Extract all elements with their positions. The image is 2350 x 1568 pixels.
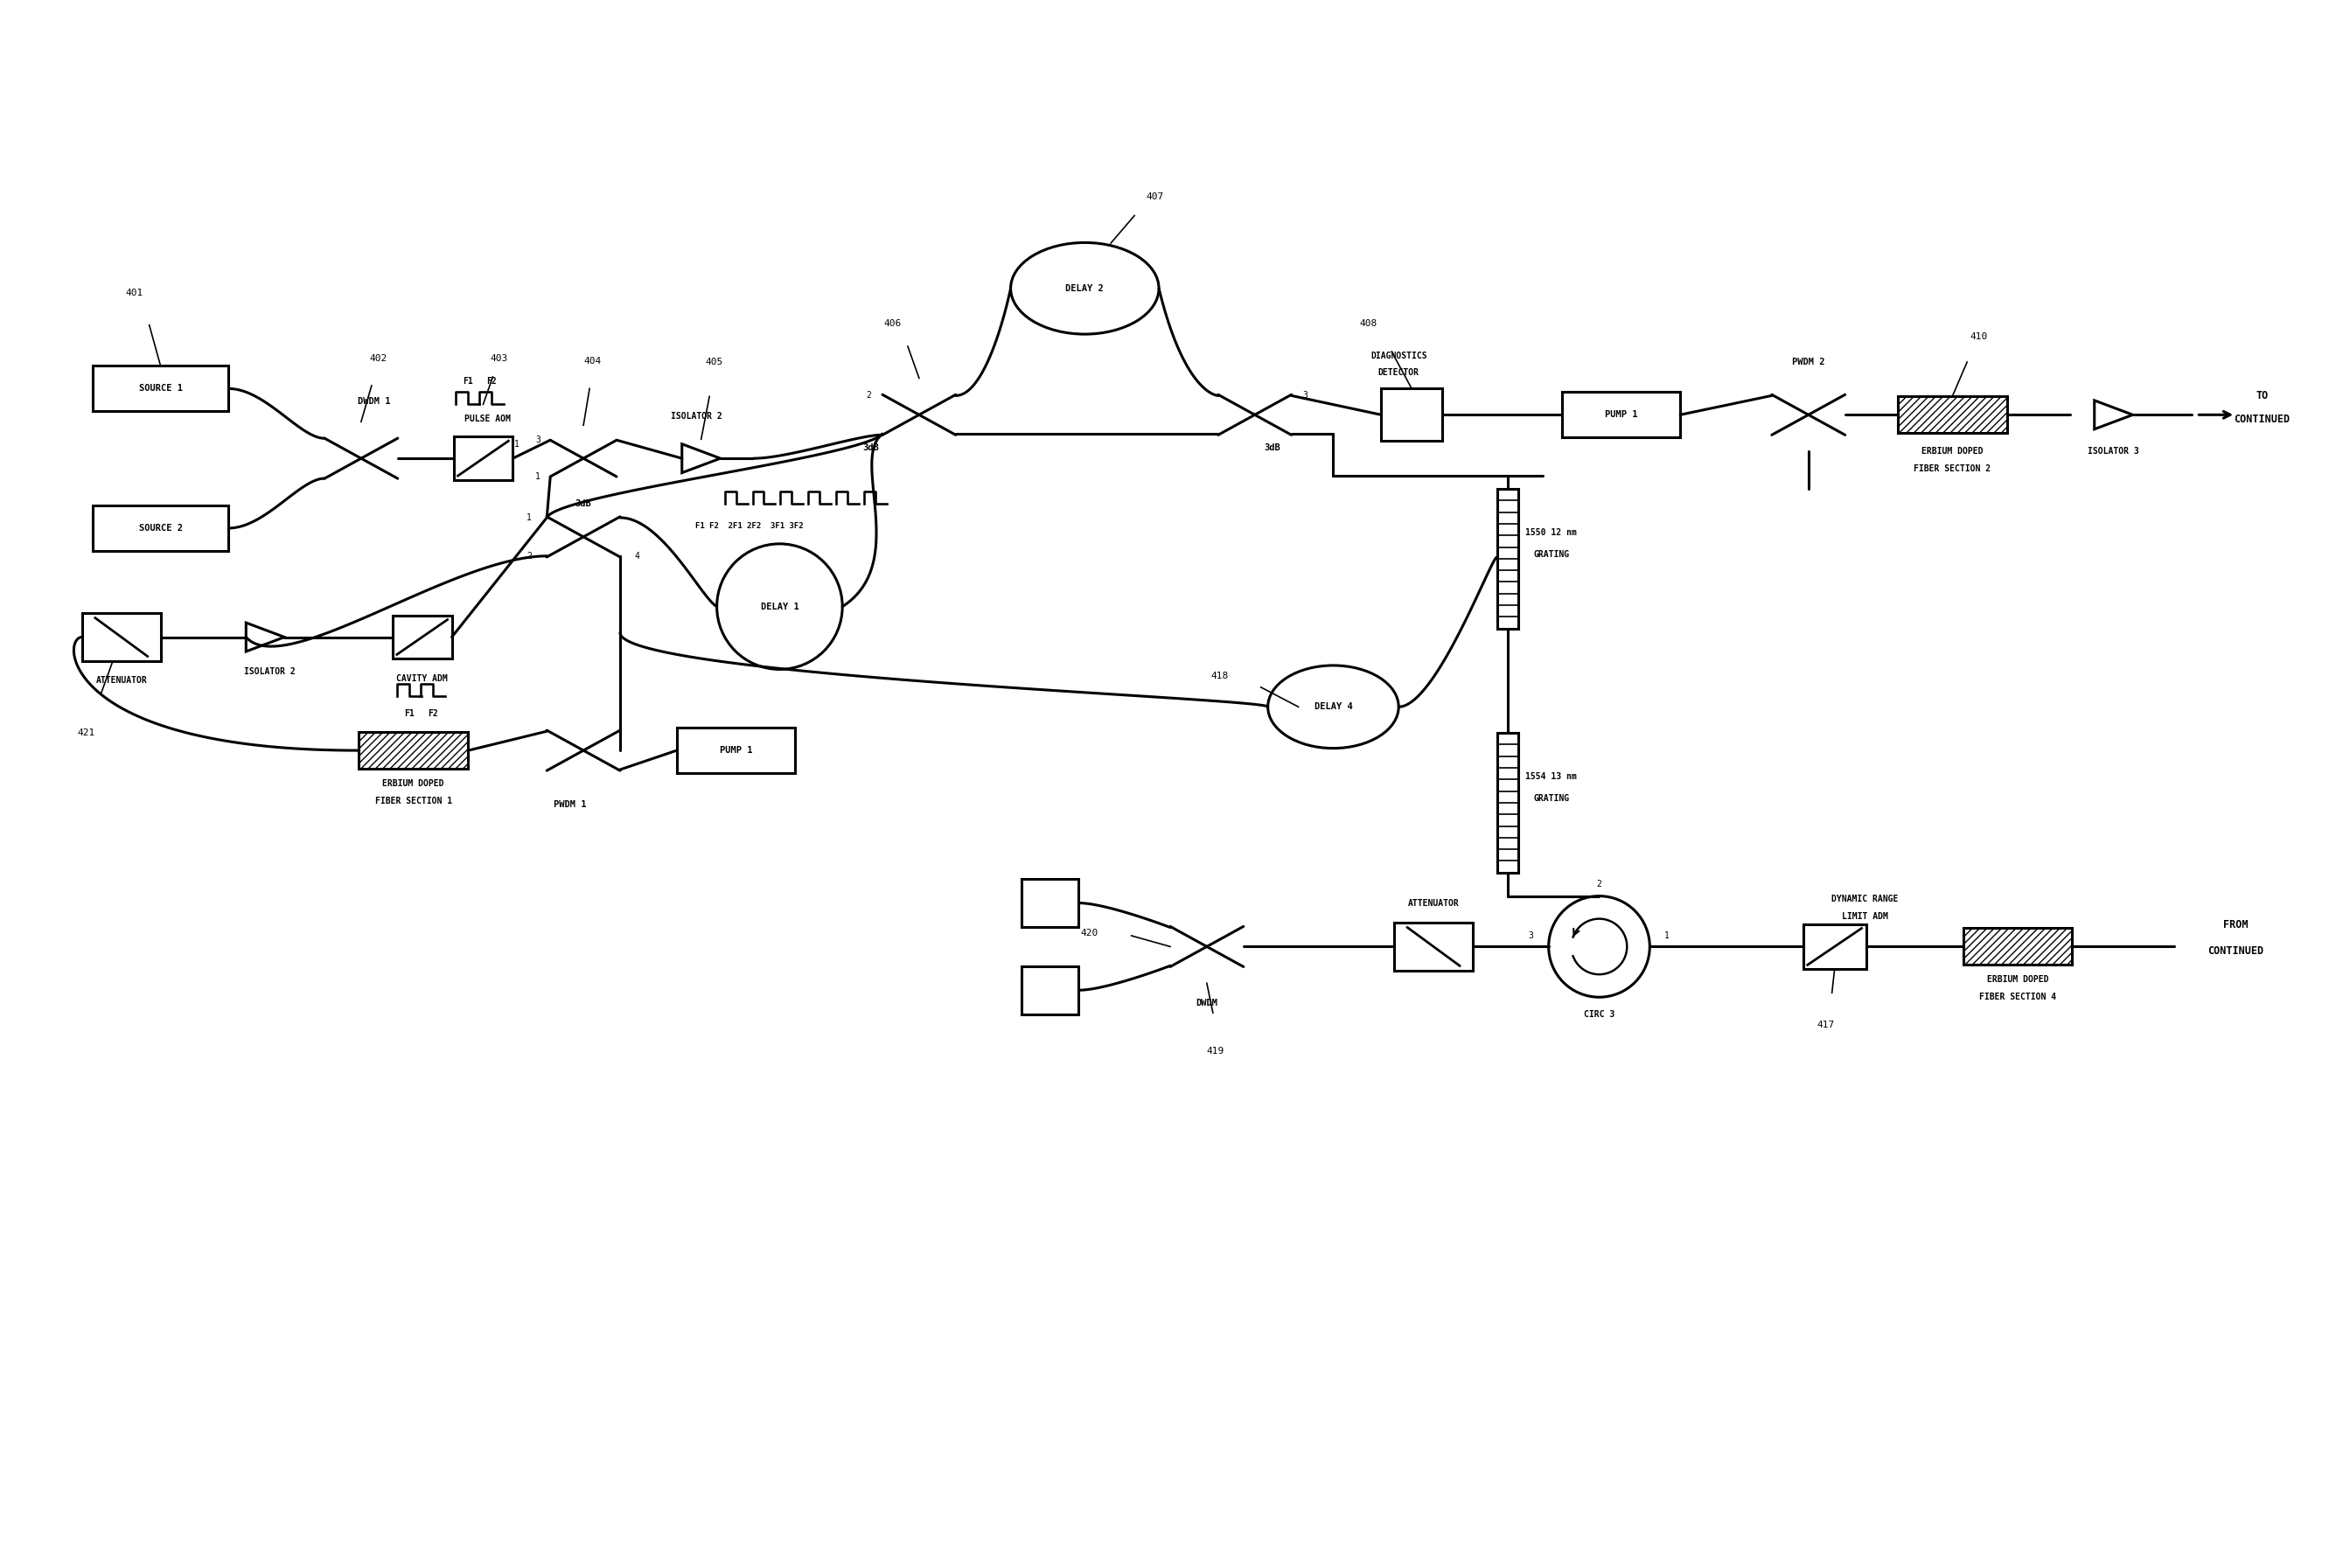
Text: PWDM 2: PWDM 2 <box>1793 358 1826 367</box>
Text: 410: 410 <box>1969 332 1988 340</box>
Text: DELAY 2: DELAY 2 <box>1065 284 1104 293</box>
Bar <box>677 728 794 773</box>
Text: F1 F2  2F1 2F2  3F1 3F2: F1 F2 2F1 2F2 3F1 3F2 <box>696 522 804 530</box>
Text: SOURCE 1: SOURCE 1 <box>139 384 183 394</box>
Text: ATTENUATOR: ATTENUATOR <box>96 676 148 685</box>
Bar <box>1962 928 2073 964</box>
Text: 402: 402 <box>369 354 388 362</box>
Text: 1554 13 nm: 1554 13 nm <box>1525 771 1577 781</box>
Text: DWDM 1: DWDM 1 <box>357 397 390 406</box>
Bar <box>1899 397 2007 433</box>
Text: ERBIUM DOPED: ERBIUM DOPED <box>383 779 444 789</box>
Text: CAVITY ADM: CAVITY ADM <box>397 674 449 684</box>
Text: PULSE AOM: PULSE AOM <box>465 416 510 423</box>
Text: CIRC 3: CIRC 3 <box>1584 1010 1614 1019</box>
Text: PUMP 1: PUMP 1 <box>719 746 752 754</box>
Bar <box>1022 966 1079 1014</box>
Text: FIBER SECTION 1: FIBER SECTION 1 <box>376 797 451 806</box>
Text: DYNAMIC RANGE: DYNAMIC RANGE <box>1831 894 1899 903</box>
Text: FIBER SECTION 4: FIBER SECTION 4 <box>1979 993 2056 1002</box>
Text: 417: 417 <box>1817 1021 1835 1030</box>
Text: 3dB: 3dB <box>576 499 592 508</box>
Text: GRATING: GRATING <box>1532 550 1570 558</box>
Text: 1: 1 <box>536 472 540 481</box>
Text: LIMIT ADM: LIMIT ADM <box>1842 911 1887 920</box>
Text: 2: 2 <box>526 552 531 560</box>
Text: 403: 403 <box>491 354 508 362</box>
Text: DWDM: DWDM <box>1196 999 1217 1008</box>
Ellipse shape <box>1011 243 1159 334</box>
Text: 419: 419 <box>1206 1047 1224 1055</box>
Text: F1: F1 <box>463 378 472 386</box>
Text: 1: 1 <box>515 441 519 448</box>
Text: DELAY 1: DELAY 1 <box>761 602 799 612</box>
Text: ERBIUM DOPED: ERBIUM DOPED <box>1922 447 1983 456</box>
Text: 4: 4 <box>634 552 639 560</box>
Text: 407: 407 <box>1147 193 1163 201</box>
Text: FROM: FROM <box>2223 919 2249 930</box>
Circle shape <box>717 544 841 670</box>
Text: 406: 406 <box>884 318 902 328</box>
Text: DIAGNOSTICS: DIAGNOSTICS <box>1370 351 1426 361</box>
Text: ATTENUATOR: ATTENUATOR <box>1408 898 1459 908</box>
Text: GRATING: GRATING <box>1532 793 1570 803</box>
Text: 405: 405 <box>705 358 724 367</box>
Text: 408: 408 <box>1358 318 1377 328</box>
Text: 3dB: 3dB <box>1264 444 1281 452</box>
Bar <box>82 613 160 662</box>
Text: 401: 401 <box>125 289 143 296</box>
Text: 1: 1 <box>526 513 531 522</box>
Text: 2: 2 <box>1596 880 1603 887</box>
Text: CONTINUED: CONTINUED <box>2207 946 2263 956</box>
Text: F2: F2 <box>486 378 498 386</box>
Text: 418: 418 <box>1210 673 1229 681</box>
Text: 1550 12 nm: 1550 12 nm <box>1525 528 1577 536</box>
Bar <box>1802 924 1866 969</box>
Text: F1: F1 <box>404 709 414 718</box>
Text: ISOLATOR 3: ISOLATOR 3 <box>2087 447 2138 456</box>
Text: ISOLATOR 2: ISOLATOR 2 <box>244 668 296 676</box>
Ellipse shape <box>1269 665 1398 748</box>
Text: ISOLATOR 2: ISOLATOR 2 <box>672 412 721 420</box>
Bar <box>1394 922 1473 971</box>
Circle shape <box>1549 895 1650 997</box>
Text: 421: 421 <box>78 729 96 737</box>
Text: 3: 3 <box>536 436 540 444</box>
Bar <box>360 732 468 768</box>
Text: TO: TO <box>2256 390 2268 401</box>
Text: PWDM 1: PWDM 1 <box>555 800 588 809</box>
Text: 3dB: 3dB <box>862 444 879 452</box>
Text: 1: 1 <box>1664 931 1671 941</box>
Text: ERBIUM DOPED: ERBIUM DOPED <box>1986 975 2049 985</box>
Bar <box>94 505 228 550</box>
Text: 3: 3 <box>1528 931 1535 941</box>
Text: CONTINUED: CONTINUED <box>2235 414 2289 425</box>
Bar <box>1022 880 1079 927</box>
Bar <box>1382 389 1443 441</box>
Text: DELAY 4: DELAY 4 <box>1314 702 1351 712</box>
Bar <box>94 365 228 411</box>
Text: 2: 2 <box>865 392 872 400</box>
Text: F2: F2 <box>428 709 437 718</box>
Text: FIBER SECTION 2: FIBER SECTION 2 <box>1913 464 1990 474</box>
Text: 420: 420 <box>1081 930 1097 938</box>
Bar <box>1497 489 1518 629</box>
Text: SOURCE 2: SOURCE 2 <box>139 524 183 533</box>
Text: 3: 3 <box>1302 392 1309 400</box>
Text: DETECTOR: DETECTOR <box>1377 368 1419 378</box>
Text: 404: 404 <box>583 356 602 365</box>
Text: PUMP 1: PUMP 1 <box>1605 411 1638 419</box>
Bar <box>1497 732 1518 872</box>
Bar <box>392 615 451 659</box>
Bar <box>1563 392 1680 437</box>
Bar <box>454 436 512 480</box>
